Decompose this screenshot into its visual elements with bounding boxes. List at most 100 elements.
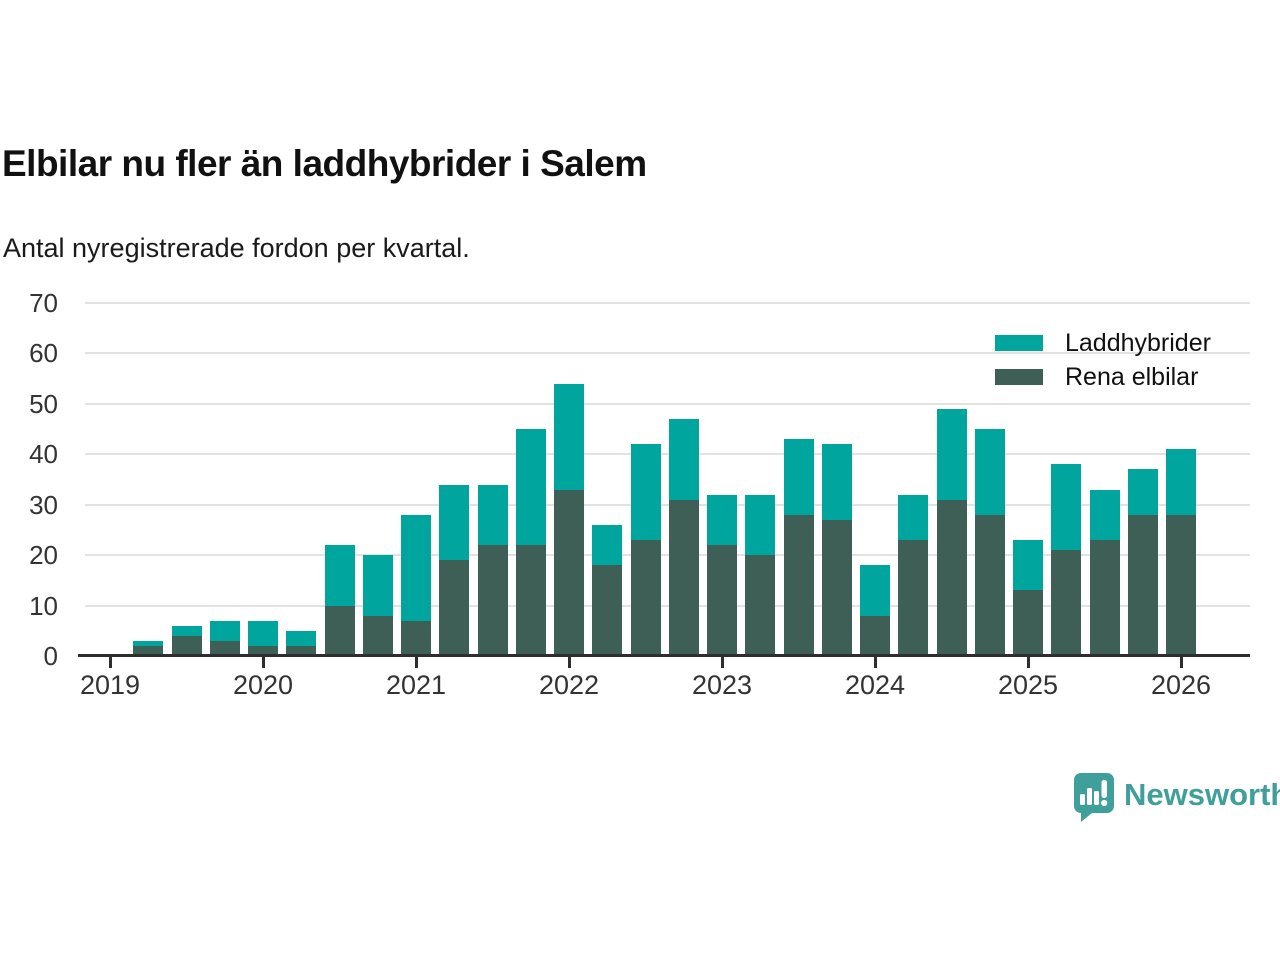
bar-segment-rena-elbilar	[592, 565, 623, 656]
bar-2023-q2	[745, 494, 776, 656]
bar-2022-q1	[554, 383, 584, 656]
x-axis-label: 2024	[844, 670, 906, 700]
bar-segment-rena-elbilar	[1166, 514, 1196, 656]
y-axis-label: 60	[29, 338, 58, 369]
bar-2020-q1	[248, 620, 278, 656]
bar-segment-rena-elbilar	[707, 545, 737, 656]
bar-segment-laddhybrider	[1089, 489, 1120, 540]
bar-2019-q3	[171, 625, 202, 656]
bar-segment-rena-elbilar	[974, 514, 1005, 656]
bar-segment-laddhybrider	[707, 494, 737, 546]
bar-segment-laddhybrider	[324, 545, 355, 606]
bar-2023-q3	[783, 439, 814, 656]
bar-2024-q2	[898, 494, 929, 656]
gridline-y-70	[85, 302, 1250, 304]
bar-segment-rena-elbilar	[1127, 514, 1158, 656]
bar-segment-rena-elbilar	[783, 514, 814, 656]
bar-2025-q3	[1089, 489, 1120, 656]
x-tick-2019	[108, 657, 112, 668]
x-axis-label: 2025	[997, 670, 1059, 700]
x-axis-label: 2023	[691, 670, 753, 700]
legend: Laddhybrider Rena elbilar	[995, 329, 1211, 397]
bar-segment-laddhybrider	[401, 514, 431, 621]
x-axis-line	[78, 654, 1250, 657]
bar-2025-q4	[1127, 469, 1158, 656]
bar-segment-rena-elbilar	[515, 545, 546, 656]
y-axis-label: 20	[29, 540, 58, 571]
bar-segment-rena-elbilar	[1089, 540, 1120, 656]
bar-2023-q1	[707, 494, 737, 656]
bar-segment-laddhybrider	[1013, 540, 1043, 591]
bar-segment-laddhybrider	[821, 444, 852, 520]
x-tick-2025	[1026, 657, 1030, 668]
bar-segment-laddhybrider	[745, 494, 776, 556]
y-axis-label: 0	[43, 641, 58, 671]
legend-label: Laddhybrider	[1065, 328, 1211, 357]
bar-segment-rena-elbilar	[860, 615, 890, 656]
x-tick-2026	[1179, 657, 1183, 668]
bar-2022-q3	[630, 444, 661, 656]
bar-2021-q1	[401, 514, 431, 656]
bar-2022-q4	[668, 418, 699, 656]
gridline-y-60	[85, 352, 1250, 355]
bar-segment-laddhybrider	[362, 555, 393, 616]
bar-2025-q1	[1013, 540, 1043, 656]
x-tick-2020	[261, 657, 265, 668]
bar-segment-rena-elbilar	[477, 545, 508, 656]
bar-segment-laddhybrider	[515, 429, 546, 546]
x-tick-2022	[567, 657, 571, 668]
gridline-y-30	[85, 503, 1250, 506]
y-axis-label: 70	[29, 288, 58, 318]
brand-name: Newsworthy	[1124, 777, 1280, 812]
bar-segment-rena-elbilar	[133, 645, 164, 656]
bar-segment-rena-elbilar	[362, 615, 393, 656]
bar-segment-rena-elbilar	[936, 499, 967, 656]
bar-segment-laddhybrider	[554, 383, 584, 490]
bar-segment-laddhybrider	[248, 620, 278, 646]
gridline-y-10	[85, 604, 1250, 607]
y-axis-label: 30	[29, 489, 58, 520]
bar-segment-rena-elbilar	[439, 560, 470, 656]
bar-segment-laddhybrider	[860, 565, 890, 616]
gridline-y-40	[85, 453, 1250, 456]
bar-segment-rena-elbilar	[171, 635, 202, 656]
bar-2024-q4	[974, 429, 1005, 656]
bar-segment-laddhybrider	[477, 484, 508, 546]
bar-2023-q4	[821, 444, 852, 656]
bar-segment-laddhybrider	[1127, 469, 1158, 515]
bar-segment-rena-elbilar	[209, 640, 240, 656]
bar-segment-rena-elbilar	[668, 499, 699, 656]
bar-segment-rena-elbilar	[554, 489, 584, 656]
x-axis-label: 2026	[1150, 670, 1212, 700]
x-axis-label: 2020	[232, 670, 294, 700]
x-tick-2024	[873, 657, 877, 668]
bar-segment-laddhybrider	[898, 494, 929, 540]
bar-2019-q4	[209, 620, 240, 656]
x-tick-2021	[414, 657, 418, 668]
y-axis-label: 50	[29, 388, 58, 419]
bar-2020-q4	[362, 555, 393, 656]
legend-item-rena-elbilar: Rena elbilar	[995, 363, 1211, 391]
bar-segment-laddhybrider	[1051, 464, 1082, 551]
bar-segment-rena-elbilar	[1013, 590, 1043, 656]
bar-segment-rena-elbilar	[401, 620, 431, 656]
bar-segment-rena-elbilar	[324, 605, 355, 656]
legend-swatch-laddhybrider	[995, 335, 1043, 351]
bar-segment-rena-elbilar	[898, 540, 929, 656]
bar-2019-q2	[133, 640, 164, 656]
bar-2022-q2	[592, 524, 623, 656]
legend-swatch-rena-elbilar	[995, 369, 1043, 385]
bar-segment-laddhybrider	[592, 524, 623, 566]
newsworthy-brand-link[interactable]: Newsworthy	[1071, 771, 1280, 823]
bar-2021-q2	[439, 484, 470, 656]
bar-segment-laddhybrider	[286, 630, 317, 646]
bar-segment-laddhybrider	[974, 429, 1005, 515]
bar-segment-laddhybrider	[209, 620, 240, 641]
bar-segment-laddhybrider	[439, 484, 470, 561]
bar-segment-rena-elbilar	[248, 645, 278, 656]
gridline-y-20	[85, 554, 1250, 557]
bar-2024-q3	[936, 408, 967, 656]
bar-segment-laddhybrider	[936, 408, 967, 500]
